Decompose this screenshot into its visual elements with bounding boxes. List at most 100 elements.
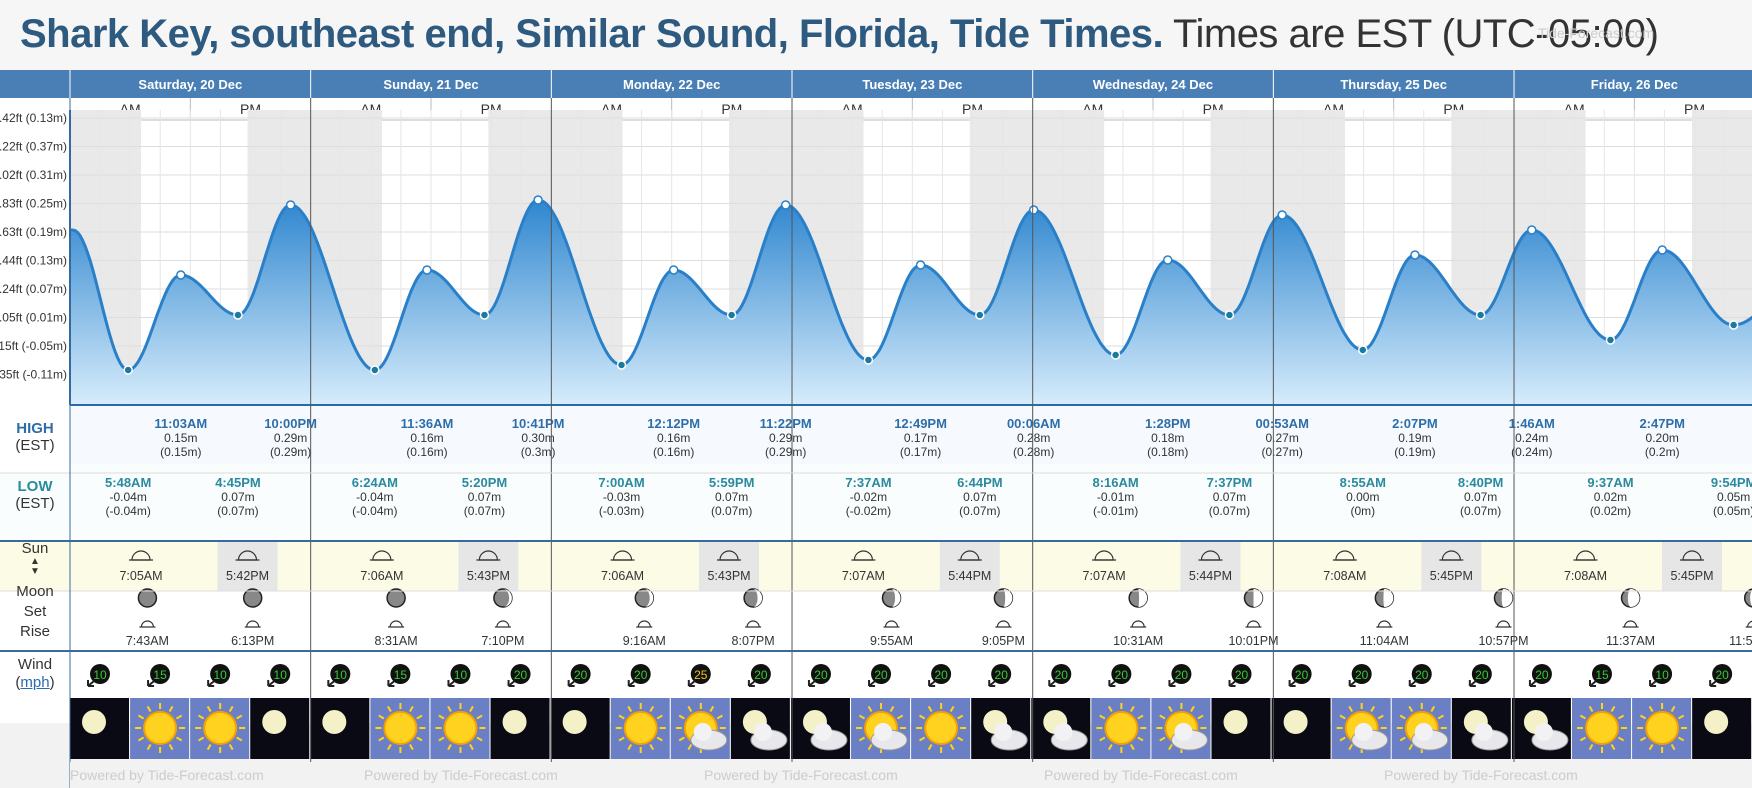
sun-ray [1129,743,1135,751]
high-metric: (0.19m) [1394,445,1435,459]
low-time: 6:24AM [352,475,398,490]
weather-icon-partly-sun [1391,698,1451,759]
low-metric: (0.07m) [1209,504,1250,518]
moon-phase-icon [386,588,406,608]
sun-ray [867,705,873,713]
y-tick-label: 0.83ft (0.25m) [0,197,67,211]
sun-ray [1639,736,1647,742]
day-header: Saturday, 20 Dec [138,77,242,92]
high-tide-point [1527,225,1537,235]
sunset-cell [699,541,760,591]
high-time: 00:06AM [1007,416,1060,431]
high-value: 0.16m [410,431,443,445]
sun-ray [1678,714,1685,720]
high-tide-point [915,260,926,270]
low-tide-point [975,310,985,320]
sunset-time: 5:44PM [1189,569,1232,583]
moon-lit-part [1501,589,1513,607]
wind-speed: 20 [1055,668,1069,682]
sunset-time: 5:43PM [467,569,510,583]
wind-speed: 10 [334,668,348,682]
sun-ray [1670,743,1676,751]
wind-speed: 20 [1415,668,1429,682]
weather-icon-partly-moon [730,698,790,759]
wind-speed-icon [330,664,351,684]
high-tide-point [1028,205,1039,215]
wind-speed-icon [1411,664,1432,684]
wind-direction-arrow [267,680,275,687]
low-tide-point [1110,350,1121,360]
moon-lit-part [753,589,763,607]
low-tide-point [1224,310,1235,320]
wind-speed: 20 [514,668,528,682]
high-tide-point [1163,255,1173,265]
sun-ray [469,743,474,751]
moon-time: 8:31AM [375,634,418,648]
moon-disc [1704,710,1729,734]
sunset-cell [458,541,519,591]
wind-direction-arrow [687,680,696,687]
wind-direction-arrow [1468,680,1477,687]
sun-ray [228,705,234,713]
sun-ray [1370,705,1376,713]
sunrise-icon [131,550,151,561]
sun-ray [1588,705,1594,713]
footer-watermark-2: Powered by Tide-Forecast.com [364,767,558,783]
moon-rise-set-icon [1496,620,1511,628]
wind-speed: 20 [574,668,588,682]
wind-direction-arrow [1228,680,1237,687]
high-tide-point [533,195,543,205]
sun-ray [1159,714,1166,720]
low-metric: (0.07m) [1460,504,1501,518]
sun-disc [203,711,238,745]
weather-icon-partly-moon [790,698,850,759]
sun-ray [198,714,205,720]
weather-icon-sun [370,698,430,759]
weather-icon-cloudy-night [1511,698,1571,759]
wind-direction-arrow [1288,680,1297,687]
low-metric: (0.07m) [959,504,1000,518]
title-bar: Shark Key, southeast end, Similar Sound,… [0,0,1752,70]
moon-time: 9:55AM [870,634,913,648]
sun-ray [228,743,234,751]
wind-row-label: Wind (mph) [0,656,70,692]
y-tick-label: 1.22ft (0.37m) [0,140,67,154]
sun-ray [206,743,212,751]
wind-direction-arrow [807,680,816,687]
sun-ray [1129,705,1135,713]
moon-disc [1223,710,1248,734]
sun-ray [627,705,633,713]
wind-unit-link[interactable]: mph [20,674,50,691]
sun-ray [918,736,926,742]
low-tide-point [863,355,874,365]
moon-rise-set-icon [1246,620,1261,628]
sunset-cell [217,541,278,591]
high-value: 0.29m [274,431,307,445]
sunset-cell [1180,541,1241,591]
sunrise-icon [372,550,392,561]
sunset-icon [237,550,258,561]
high-row-label: HIGH (EST) [0,420,70,454]
sun-ray [447,705,452,713]
wind-speed: 20 [874,668,888,682]
sunrise-icon [1094,550,1114,561]
sunrise-icon [853,550,874,561]
low-time: 9:54PM [1711,475,1752,490]
moon-lit-part [1138,589,1148,607]
wind-speed-icon [90,664,110,684]
high-metric: (0.16m) [406,445,447,459]
weather-icon-moon [550,698,610,759]
wind-direction-arrow [507,680,516,687]
wind-speed-icon [1652,664,1673,684]
low-value: -0.04m [109,490,146,504]
wind-speed: 20 [1715,668,1729,682]
sun-ray [1579,736,1587,742]
low-value: 0.07m [468,490,501,504]
moon-disc [262,710,287,734]
sun-ray [649,743,655,751]
sun-ray [618,736,625,742]
sun-ray [1408,705,1414,713]
high-tide-point [668,265,679,275]
sun-disc [623,711,658,745]
wind-speed: 20 [1475,668,1489,682]
